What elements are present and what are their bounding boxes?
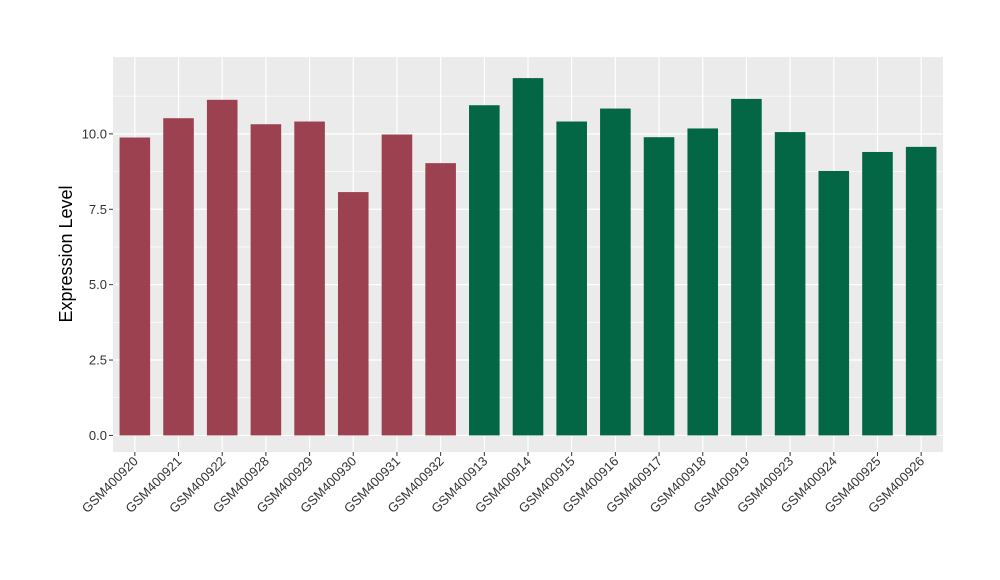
- bar-GSM400928: [250, 124, 282, 436]
- y-tick-label: 0.0: [89, 428, 107, 443]
- bar-GSM400913: [469, 105, 500, 436]
- bar-GSM400917: [643, 137, 675, 436]
- y-tick-label: 5.0: [89, 277, 107, 292]
- bar-GSM400915: [556, 121, 587, 436]
- x-axis: GSM400920GSM400921GSM400922GSM400928GSM4…: [79, 452, 927, 516]
- y-axis-title: Expression Level: [56, 185, 76, 322]
- bar-GSM400916: [600, 108, 631, 436]
- bar-GSM400924: [818, 170, 850, 436]
- bar-GSM400922: [206, 99, 238, 436]
- bar-GSM400932: [425, 163, 456, 436]
- bar-GSM400921: [163, 118, 194, 436]
- bar-GSM400914: [512, 78, 544, 436]
- y-tick-label: 7.5: [89, 202, 107, 217]
- y-tick-label: 2.5: [89, 353, 107, 368]
- bar-GSM400923: [774, 132, 806, 436]
- bar-GSM400919: [731, 98, 762, 436]
- y-tick-label: 10.0: [82, 126, 107, 141]
- bars: [119, 78, 937, 436]
- bar-GSM400929: [294, 121, 325, 436]
- bar-GSM400931: [381, 134, 413, 436]
- y-axis: 0.0 2.5 5.0 7.5 10.0: [82, 126, 113, 443]
- bar-GSM400920: [119, 137, 151, 436]
- bar-GSM400930: [337, 192, 369, 436]
- bar-GSM400926: [905, 146, 937, 436]
- bar-GSM400918: [687, 128, 719, 436]
- bar-GSM400925: [862, 151, 893, 436]
